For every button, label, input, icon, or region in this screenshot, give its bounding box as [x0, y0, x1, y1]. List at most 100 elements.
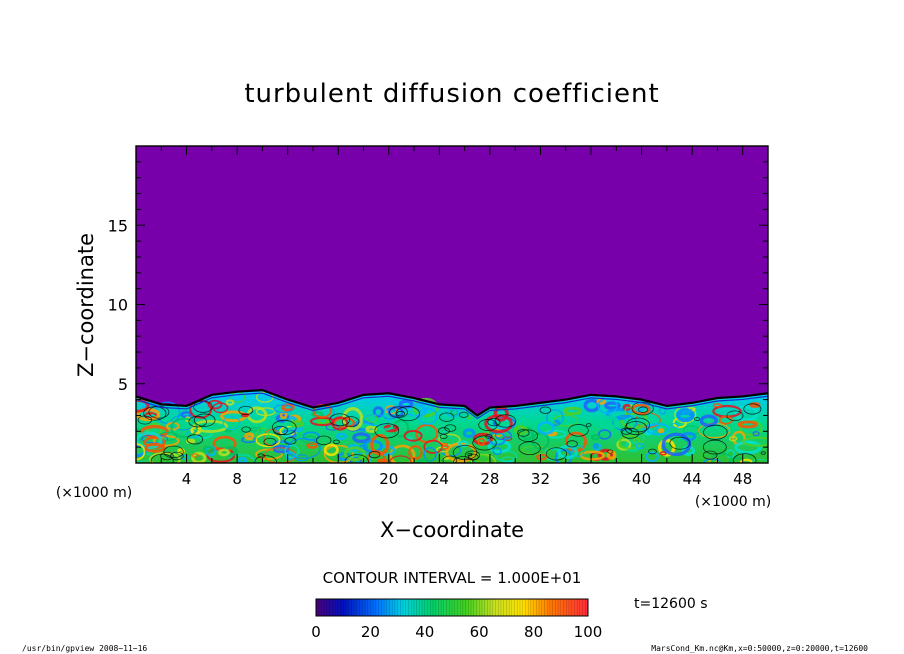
- turbulence-blob: [323, 443, 339, 457]
- turbulence-blob: [372, 406, 384, 418]
- contour-line: [726, 410, 744, 422]
- turbulence-blob: [631, 403, 651, 415]
- turbulence-blob: [225, 399, 235, 406]
- contour-line: [329, 413, 351, 427]
- contour-line: [743, 403, 762, 415]
- contour-line: [669, 436, 691, 450]
- turbulence-blob: [635, 442, 645, 450]
- turbulence-blob: [218, 448, 230, 457]
- turbulence-blob: [244, 432, 255, 441]
- y-axis-label: Z−coordinate: [74, 233, 98, 377]
- turbulence-blob: [335, 432, 348, 441]
- turbulence-blob: [437, 433, 461, 446]
- contour-interval-label: CONTOUR INTERVAL = 1.000E+01: [323, 569, 582, 587]
- contour-line: [160, 451, 174, 461]
- x-tick-label: 16: [329, 470, 348, 488]
- contour-line: [137, 415, 153, 425]
- turbulence-blob: [670, 422, 680, 429]
- turbulence-blob: [255, 433, 281, 448]
- turbulence-blob: [590, 434, 601, 440]
- colorbar-tick-label: 40: [415, 623, 434, 641]
- x-axis-label: X−coordinate: [380, 518, 524, 542]
- turbulence-blob: [136, 443, 148, 458]
- contour-line: [487, 418, 501, 427]
- turbulence-blob: [546, 409, 564, 427]
- colorbar-stripes: [318, 599, 586, 616]
- contour-line: [439, 412, 455, 422]
- turbulence-blob: [710, 452, 734, 463]
- contour-line: [150, 453, 174, 463]
- turbulence-blob: [405, 402, 428, 418]
- colorbar-tick-label: 60: [470, 623, 489, 641]
- turbulence-blob: [487, 440, 512, 454]
- turbulence-blob: [290, 419, 304, 428]
- x-tick-label: 32: [531, 470, 550, 488]
- contour-line: [238, 405, 254, 416]
- turbulence-blob: [502, 436, 513, 441]
- x-axis-unit: (×1000 m): [695, 494, 771, 510]
- turbulence-blob: [343, 446, 366, 462]
- turbulence-blob: [728, 435, 738, 442]
- contour-line: [241, 426, 251, 433]
- turbulence-blob: [241, 412, 250, 418]
- colorbar-tick-label: 80: [524, 623, 543, 641]
- x-tick-label: 8: [232, 470, 242, 488]
- y-tick-label: 10: [108, 296, 128, 315]
- contour-line: [733, 453, 757, 463]
- turbulence-blob: [624, 440, 641, 452]
- x-tick-label: 36: [581, 470, 600, 488]
- contour-line: [585, 423, 592, 427]
- turbulence-blob: [598, 415, 620, 430]
- turbulence-blob: [637, 409, 653, 423]
- turbulence-blob: [618, 434, 641, 450]
- contour-line: [626, 417, 651, 433]
- y-axis-unit: (×1000 m): [56, 485, 132, 501]
- turbulence-blob: [392, 419, 410, 438]
- turbulence-blob: [742, 436, 768, 447]
- x-tick-label: 20: [379, 470, 398, 488]
- turbulence-blob: [273, 404, 293, 414]
- turbulence-blob: [734, 440, 762, 455]
- x-tick-label: 4: [182, 470, 192, 488]
- turbulence-blob: [362, 414, 390, 427]
- contour-line: [703, 424, 728, 440]
- turbulence-blob: [207, 399, 223, 410]
- turbulence-blob: [144, 442, 166, 453]
- x-tick-label: 28: [480, 470, 499, 488]
- turbulence-blob: [403, 429, 423, 442]
- x-tick-label: 48: [733, 470, 752, 488]
- turbulence-blob: [365, 425, 378, 433]
- contour-line: [478, 419, 498, 431]
- turbulence-blob: [286, 437, 321, 460]
- turbulence-blob: [222, 416, 241, 431]
- turbulence-blob: [657, 428, 665, 434]
- turbulence-blob: [593, 443, 599, 449]
- turbulence-blob: [408, 445, 423, 460]
- turbulence-blob: [462, 428, 476, 439]
- turbulence-blob: [445, 442, 477, 463]
- turbulence-blob: [398, 399, 414, 409]
- colorbar-frame: [315, 598, 589, 617]
- contour-line: [539, 406, 552, 414]
- turbulence-blob: [752, 431, 760, 437]
- turbulence-blob: [572, 444, 585, 458]
- y-axis-ticks: 5 10 15: [108, 161, 768, 448]
- contour-line: [374, 423, 400, 439]
- turbulence-blob: [440, 444, 450, 450]
- contour-line: [284, 437, 297, 445]
- turbulence-blob: [136, 407, 161, 422]
- colorbar-ticks: 0 20 40 60 80 100: [311, 623, 602, 641]
- layer-top-contour-blue: [136, 392, 768, 420]
- x-tick-label: 40: [632, 470, 651, 488]
- turbulence-blob: [699, 414, 718, 428]
- turbulence-blob: [552, 414, 579, 427]
- turbulence-blob: [477, 437, 486, 447]
- contour-line: [485, 434, 493, 439]
- contour-line: [624, 421, 648, 435]
- turbulence-blob: [624, 406, 637, 415]
- x-tick-label: 24: [430, 470, 449, 488]
- contour-line: [341, 416, 360, 428]
- contour-line: [143, 406, 167, 421]
- turbulence-blob: [536, 453, 548, 461]
- turbulence-blob: [140, 425, 169, 438]
